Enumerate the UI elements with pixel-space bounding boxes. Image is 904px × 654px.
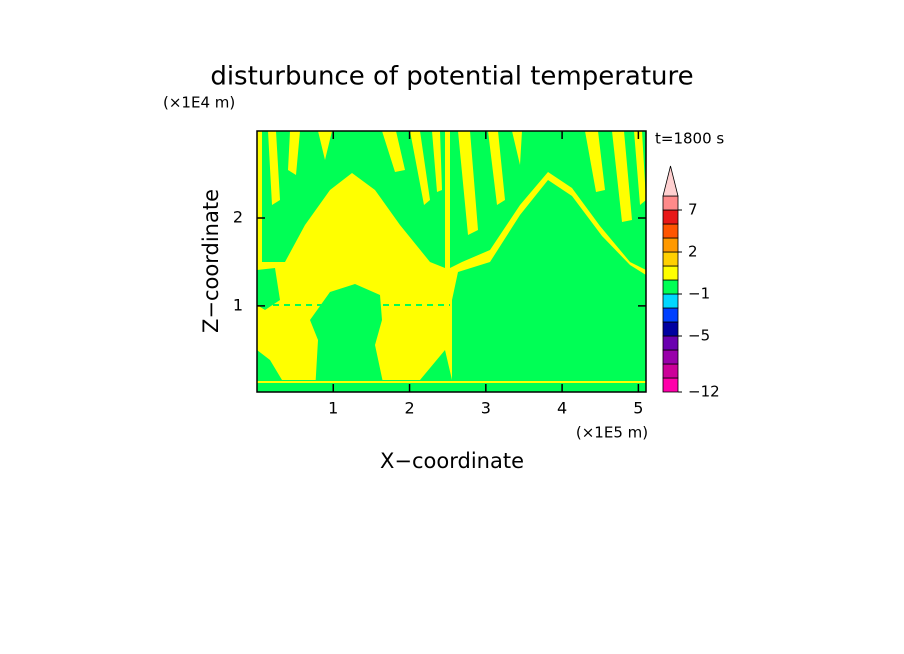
colorbar-extend xyxy=(662,165,679,197)
x-tick-label: 4 xyxy=(557,399,567,418)
colorbar-tick-label: −12 xyxy=(688,383,720,401)
colorbar-segment xyxy=(662,251,679,267)
y-unit: (×1E4 m) xyxy=(163,94,235,112)
time-label: t=1800 s xyxy=(655,130,724,148)
colorbar-tick-label: 7 xyxy=(688,201,698,219)
x-tick-label: 2 xyxy=(404,399,414,418)
colorbar-segment xyxy=(662,377,679,393)
colorbar-segment xyxy=(662,321,679,337)
colorbar-segment xyxy=(662,335,679,351)
colorbar-segment xyxy=(662,237,679,253)
x-unit: (×1E5 m) xyxy=(576,424,648,442)
y-axis-label: Z−coordinate xyxy=(199,189,223,333)
x-tick-label: 1 xyxy=(328,399,338,418)
colorbar-segment xyxy=(662,293,679,309)
field-yellow xyxy=(268,131,442,205)
field-yellow xyxy=(458,131,646,235)
colorbar-tick-label: −1 xyxy=(688,285,710,303)
colorbar-tick-label: 2 xyxy=(688,243,698,261)
x-tick-label: 5 xyxy=(633,399,643,418)
y-tick-label: 2 xyxy=(233,208,243,227)
colorbar-segment xyxy=(662,349,679,365)
colorbar-segment xyxy=(662,223,679,239)
colorbar-segment xyxy=(662,363,679,379)
field-green xyxy=(452,180,646,392)
field-yellow xyxy=(257,381,646,383)
contour-field xyxy=(257,131,646,392)
x-axis-label: X−coordinate xyxy=(380,449,524,473)
x-tick-label: 3 xyxy=(481,399,491,418)
colorbar-segment xyxy=(662,265,679,281)
colorbar-segment xyxy=(662,279,679,295)
y-tick-label: 1 xyxy=(233,295,243,314)
chart-title: disturbunce of potential temperature xyxy=(210,62,693,92)
plot-frame xyxy=(256,130,647,393)
field-green xyxy=(310,284,385,392)
colorbar-segment xyxy=(662,195,679,211)
field-green xyxy=(257,268,452,380)
colorbar-segment xyxy=(662,209,679,225)
colorbar-tick-label: −5 xyxy=(688,327,710,345)
colorbar-segment xyxy=(662,307,679,323)
